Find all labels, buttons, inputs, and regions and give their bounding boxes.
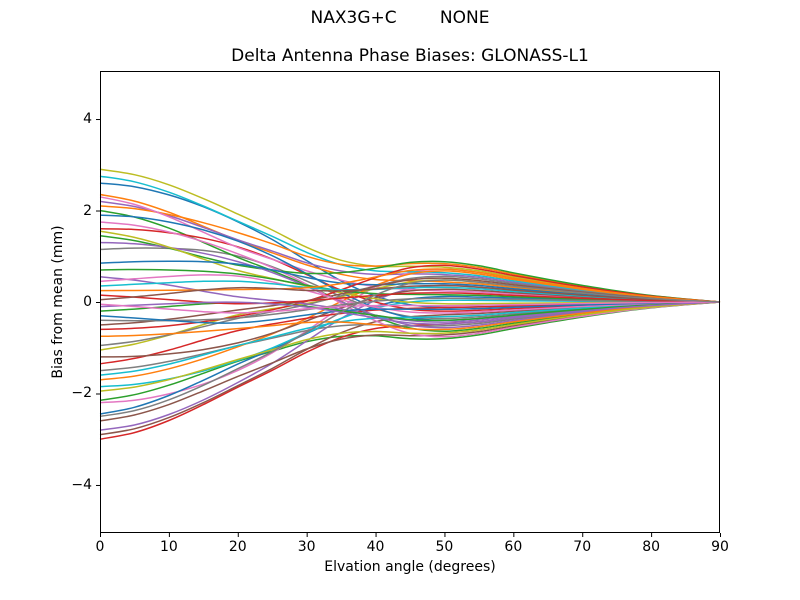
x-tick-label: 0	[95, 539, 105, 555]
series-line-43	[99, 301, 721, 322]
x-tick-label: 20	[228, 539, 247, 555]
series-line-41	[99, 301, 721, 324]
series-line-30	[99, 301, 721, 376]
series-line-46	[99, 284, 721, 303]
chart-title: Delta Antenna Phase Biases: GLONASS-L1	[231, 46, 589, 66]
x-tick-label: 70	[573, 539, 592, 555]
x-axis-label: Elvation angle (degrees)	[324, 559, 496, 575]
axes-spines	[100, 71, 720, 533]
series-line-37	[99, 274, 721, 314]
y-tick-label: −4	[71, 476, 92, 493]
series-line-39	[99, 301, 721, 392]
figure-suptitle: NAX3G+C NONE	[310, 8, 490, 28]
y-tick-label: 2	[83, 202, 92, 219]
series-line-48	[99, 279, 721, 418]
x-tick-label: 50	[435, 539, 454, 555]
x-tick-label: 40	[366, 539, 385, 555]
series-line-11	[99, 295, 721, 415]
x-tick-label: 90	[711, 539, 729, 555]
y-tick-label: 4	[83, 111, 92, 128]
series-line-47	[99, 301, 721, 314]
x-tick-label: 10	[159, 539, 178, 555]
y-tick-label: 0	[83, 294, 92, 310]
series-line-23	[99, 234, 721, 303]
series-line-32	[99, 301, 721, 338]
series-line-38	[99, 297, 721, 322]
x-tick-label: 80	[642, 539, 661, 555]
x-tick-label: 60	[504, 539, 523, 555]
y-tick-label: −2	[71, 385, 92, 402]
series-line-34	[99, 264, 721, 331]
series-line-45	[99, 301, 721, 325]
x-tick-label: 30	[297, 539, 316, 555]
